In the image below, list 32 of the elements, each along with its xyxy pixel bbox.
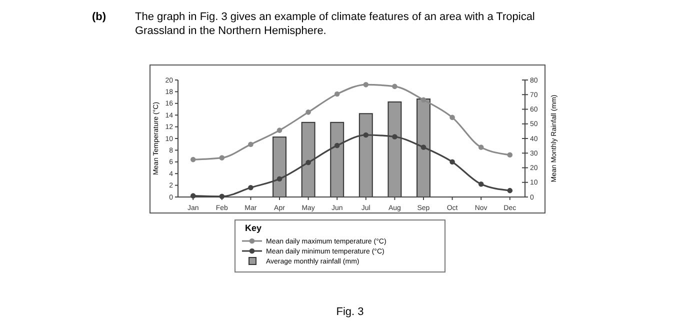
point <box>363 82 369 88</box>
chart-title: The graph in Fig. 3 gives an example of climate features of an area with a Tropical Grassland in the Northern Hemisphere. <box>135 11 535 37</box>
point <box>276 128 282 133</box>
point <box>306 160 311 166</box>
bar <box>388 101 402 198</box>
point <box>363 132 369 138</box>
bar <box>272 136 286 198</box>
bar <box>301 122 316 198</box>
point <box>248 185 254 190</box>
point <box>306 110 311 115</box>
point <box>478 144 484 150</box>
point <box>219 155 225 160</box>
point <box>450 159 455 165</box>
bar <box>416 98 430 198</box>
bar <box>358 113 373 198</box>
point <box>392 134 398 140</box>
point <box>334 91 340 97</box>
point <box>276 176 282 182</box>
point <box>478 181 484 187</box>
point <box>420 144 426 150</box>
point <box>248 142 254 147</box>
point <box>334 142 340 148</box>
bar <box>330 122 344 198</box>
point <box>420 97 426 103</box>
point <box>507 188 513 194</box>
point <box>190 156 196 162</box>
legend-title: Key <box>245 223 262 233</box>
caption: Fig. 3 <box>336 306 364 318</box>
point <box>450 114 455 120</box>
point <box>507 152 513 158</box>
point <box>392 84 398 90</box>
text: (b) <box>92 11 106 23</box>
